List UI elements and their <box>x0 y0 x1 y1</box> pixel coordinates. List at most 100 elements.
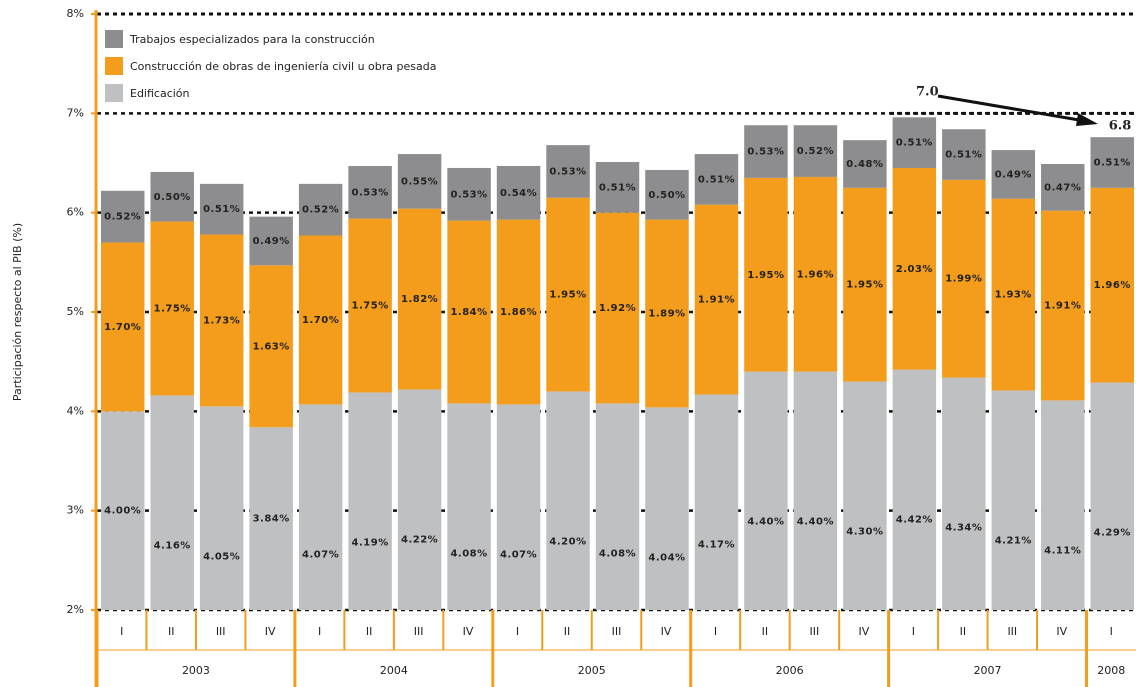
x-tick-label: IV <box>1056 625 1067 638</box>
bar-segment <box>546 197 590 392</box>
data-label: 1.84% <box>450 307 487 318</box>
legend-swatch <box>105 84 123 102</box>
bar-segment <box>645 219 689 408</box>
bar-segment <box>991 390 1036 610</box>
x-tick-label: IV <box>463 625 474 638</box>
data-label: 4.40% <box>747 517 784 528</box>
bar-segment <box>595 162 640 213</box>
data-label: 1.75% <box>352 301 389 312</box>
bar-segment <box>150 221 194 396</box>
data-label: 0.51% <box>599 182 636 193</box>
data-label: 4.29% <box>1094 528 1131 539</box>
data-label: 1.70% <box>302 315 339 326</box>
bar-segment <box>1090 382 1134 610</box>
y-tick-label: 3% <box>67 504 84 517</box>
bar-segment <box>793 371 838 610</box>
bar-segment <box>645 407 689 610</box>
bar-segment <box>1041 400 1085 610</box>
data-label: 1.92% <box>599 303 636 314</box>
data-label: 0.51% <box>1094 158 1131 169</box>
bar-segment <box>348 218 392 393</box>
bar-segment <box>991 198 1036 391</box>
bar-segment <box>298 183 343 236</box>
bar-segment <box>397 389 442 610</box>
data-label: 0.49% <box>253 236 290 247</box>
y-tick-label: 4% <box>67 404 84 417</box>
data-label: 0.47% <box>1044 182 1081 193</box>
data-label: 1.73% <box>203 315 240 326</box>
data-label: 4.19% <box>352 537 389 548</box>
bar-segment <box>991 150 1036 199</box>
year-label: 2008 <box>1097 664 1125 677</box>
bar-segment <box>496 165 541 220</box>
data-label: 0.55% <box>401 176 438 187</box>
data-label: 1.91% <box>698 295 735 306</box>
legend-label: Construcción de obras de ingeniería civi… <box>130 60 436 73</box>
data-label: 1.63% <box>253 341 290 352</box>
data-label: 4.07% <box>302 549 339 560</box>
bar-segment <box>199 406 244 610</box>
data-label: 1.95% <box>846 280 883 291</box>
y-tick-label: 6% <box>67 206 84 219</box>
data-label: 0.53% <box>450 189 487 200</box>
bar-segment <box>101 411 145 610</box>
data-label: 1.95% <box>549 290 586 301</box>
x-tick-label: III <box>810 625 820 638</box>
bar-segment <box>397 208 442 390</box>
x-tick-label: III <box>1007 625 1017 638</box>
bar-segment <box>1090 187 1134 383</box>
bar-segment <box>546 391 590 610</box>
x-tick-label: I <box>120 625 123 638</box>
y-axis-label: Participación respecto al PIB (%) <box>11 223 24 401</box>
year-label: 2003 <box>182 664 210 677</box>
bar-segment <box>942 129 986 180</box>
bar-segment <box>694 394 739 610</box>
y-tick-label: 5% <box>67 305 84 318</box>
bar-segment <box>249 216 293 266</box>
data-label: 4.08% <box>599 548 636 559</box>
bar-segment <box>101 190 145 243</box>
data-label: 4.42% <box>896 515 933 526</box>
data-label: 2.03% <box>896 264 933 275</box>
data-label: 4.40% <box>797 517 834 528</box>
bar-segment <box>101 242 145 412</box>
bar-segment <box>150 395 194 610</box>
bar-segment <box>249 427 293 610</box>
annotation: 6.8 <box>1109 119 1132 134</box>
annotation-arrow <box>937 94 1086 123</box>
x-tick-label: II <box>366 625 373 638</box>
arrow-head <box>1076 113 1098 126</box>
bar-segment <box>942 179 986 378</box>
bar-segment <box>298 404 343 610</box>
data-label: 0.51% <box>896 138 933 149</box>
data-label: 0.51% <box>698 174 735 185</box>
bar-segment <box>1090 137 1134 188</box>
bar-segment <box>348 392 392 610</box>
data-label: 4.05% <box>203 551 240 562</box>
data-label: 4.30% <box>846 527 883 538</box>
data-label: 4.20% <box>549 536 586 547</box>
bar-segment <box>298 235 343 405</box>
data-label: 0.50% <box>648 190 685 201</box>
data-label: 1.99% <box>945 274 982 285</box>
bar-segment <box>793 176 838 372</box>
bar-segment <box>199 183 244 235</box>
bar-segment <box>744 177 788 372</box>
bar-segment <box>645 169 689 220</box>
bar-segment <box>496 219 541 405</box>
data-label: 0.52% <box>302 205 339 216</box>
data-label: 4.00% <box>104 506 141 517</box>
data-label: 4.04% <box>648 552 685 563</box>
data-label: 4.11% <box>1044 545 1081 556</box>
bar-segment <box>397 154 442 209</box>
bar-segment <box>843 381 887 610</box>
data-label: 0.51% <box>945 150 982 161</box>
year-label: 2006 <box>776 664 804 677</box>
data-label: 1.89% <box>648 308 685 319</box>
bar-segment <box>447 167 491 221</box>
data-label: 4.34% <box>945 523 982 534</box>
year-label: 2005 <box>578 664 606 677</box>
x-tick-label: I <box>1110 625 1113 638</box>
y-tick-label: 7% <box>67 106 84 119</box>
